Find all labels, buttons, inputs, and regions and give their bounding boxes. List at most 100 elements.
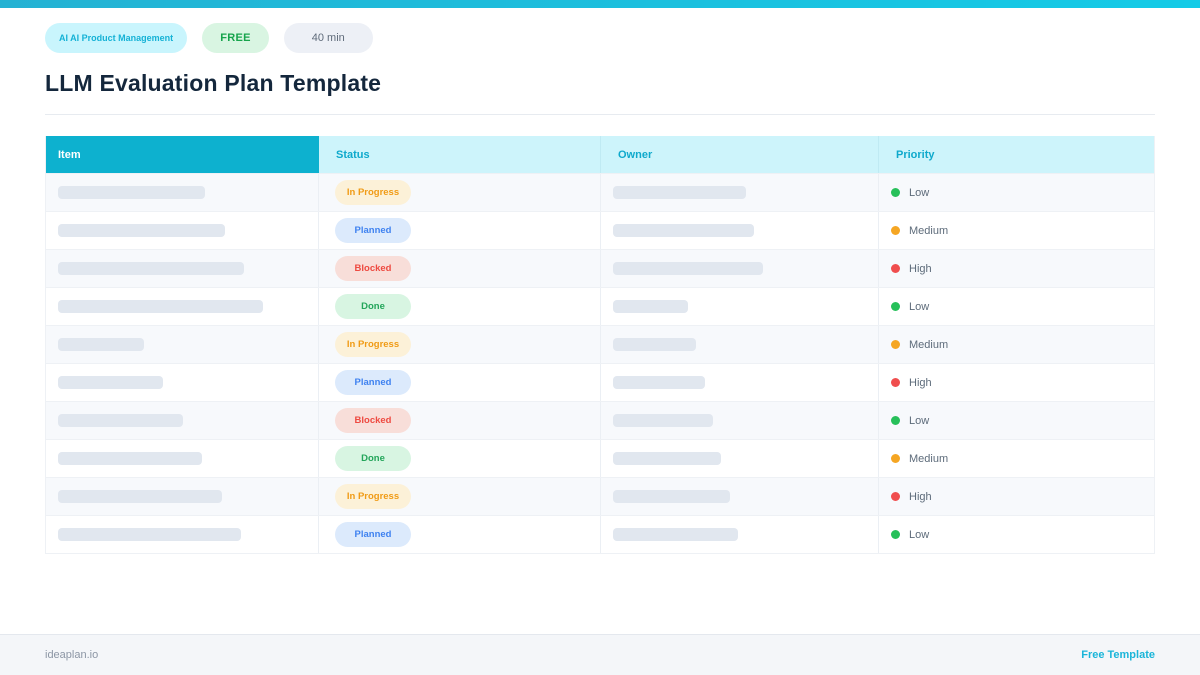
column-header-priority: Priority <box>879 136 1154 173</box>
item-cell <box>46 402 319 439</box>
priority-cell: Low <box>879 174 1154 211</box>
item-cell <box>46 250 319 287</box>
owner-cell <box>601 364 879 401</box>
priority-label: High <box>909 262 932 275</box>
table-row: Done Medium <box>46 439 1154 477</box>
footer: ideaplan.io Free Template <box>0 634 1200 675</box>
status-badge: In Progress <box>335 332 411 357</box>
evaluation-plan-table: Item Status Owner Priority In Progress L… <box>45 136 1155 554</box>
owner-placeholder-bar <box>613 528 738 541</box>
priority-label: High <box>909 376 932 389</box>
priority-dot-icon <box>891 454 900 463</box>
status-cell: Blocked <box>319 402 601 439</box>
status-cell: Planned <box>319 212 601 249</box>
item-placeholder-bar <box>58 262 244 275</box>
owner-cell <box>601 478 879 515</box>
owner-placeholder-bar <box>613 186 746 199</box>
owner-cell <box>601 440 879 477</box>
priority-dot-icon <box>891 530 900 539</box>
priority-dot-icon <box>891 302 900 311</box>
table-row: Blocked Low <box>46 401 1154 439</box>
priority-label: Low <box>909 414 930 427</box>
badge-row: AI AI Product Management FREE 40 min <box>45 23 1155 53</box>
table-row: Done Low <box>46 287 1154 325</box>
table-row: Blocked High <box>46 249 1154 287</box>
page-content: AI AI Product Management FREE 40 min LLM… <box>0 23 1200 554</box>
status-cell: Blocked <box>319 250 601 287</box>
priority-cell: Medium <box>879 212 1154 249</box>
owner-placeholder-bar <box>613 262 763 275</box>
owner-placeholder-bar <box>613 376 705 389</box>
table-body: In Progress Low Planned Medium <box>46 173 1154 553</box>
priority-indicator: Medium <box>891 453 948 465</box>
priority-cell: Medium <box>879 440 1154 477</box>
priority-dot-icon <box>891 226 900 235</box>
owner-placeholder-bar <box>613 452 721 465</box>
priority-dot-icon <box>891 188 900 197</box>
item-cell <box>46 440 319 477</box>
priority-indicator: Medium <box>891 339 948 351</box>
item-placeholder-bar <box>58 300 263 313</box>
status-cell: In Progress <box>319 174 601 211</box>
status-cell: Planned <box>319 516 601 553</box>
item-placeholder-bar <box>58 338 144 351</box>
priority-dot-icon <box>891 416 900 425</box>
status-cell: In Progress <box>319 326 601 363</box>
column-header-item: Item <box>46 136 319 173</box>
table-row: Planned Low <box>46 515 1154 553</box>
priority-indicator: High <box>891 263 932 275</box>
item-placeholder-bar <box>58 186 205 199</box>
table-header-row: Item Status Owner Priority <box>46 136 1154 173</box>
priority-label: Low <box>909 186 930 199</box>
column-header-owner: Owner <box>601 136 879 173</box>
status-badge: Done <box>335 446 411 471</box>
status-badge: Planned <box>335 370 411 395</box>
priority-indicator: High <box>891 377 932 389</box>
owner-placeholder-bar <box>613 490 730 503</box>
item-placeholder-bar <box>58 376 163 389</box>
duration-badge: 40 min <box>283 23 373 53</box>
item-cell <box>46 288 319 325</box>
priority-indicator: High <box>891 491 932 503</box>
item-placeholder-bar <box>58 452 202 465</box>
status-cell: Planned <box>319 364 601 401</box>
owner-cell <box>601 516 879 553</box>
status-badge: Planned <box>335 218 411 243</box>
item-cell <box>46 212 319 249</box>
priority-label: Low <box>909 300 930 313</box>
priority-dot-icon <box>891 264 900 273</box>
table-row: In Progress High <box>46 477 1154 515</box>
title-divider <box>45 114 1155 115</box>
priority-label: High <box>909 490 932 503</box>
owner-placeholder-bar <box>613 224 754 237</box>
status-badge: In Progress <box>335 180 411 205</box>
priority-cell: Low <box>879 516 1154 553</box>
priority-cell: Medium <box>879 326 1154 363</box>
item-placeholder-bar <box>58 414 183 427</box>
status-badge: In Progress <box>335 484 411 509</box>
priority-indicator: Low <box>891 301 929 313</box>
priority-indicator: Low <box>891 529 929 541</box>
page-title: LLM Evaluation Plan Template <box>45 70 382 96</box>
free-template-link[interactable]: Free Template <box>1081 649 1155 661</box>
status-cell: Done <box>319 440 601 477</box>
item-placeholder-bar <box>58 528 241 541</box>
owner-cell <box>601 250 879 287</box>
priority-cell: High <box>879 478 1154 515</box>
item-cell <box>46 478 319 515</box>
item-placeholder-bar <box>58 490 222 503</box>
priority-cell: High <box>879 250 1154 287</box>
table-row: In Progress Medium <box>46 325 1154 363</box>
priority-dot-icon <box>891 340 900 349</box>
owner-placeholder-bar <box>613 414 713 427</box>
status-badge: Blocked <box>335 256 411 281</box>
item-cell <box>46 364 319 401</box>
owner-cell <box>601 212 879 249</box>
priority-indicator: Medium <box>891 225 948 237</box>
priority-label: Medium <box>909 452 949 465</box>
priority-cell: Low <box>879 288 1154 325</box>
owner-placeholder-bar <box>613 338 696 351</box>
table-row: Planned High <box>46 363 1154 401</box>
item-cell <box>46 326 319 363</box>
priority-dot-icon <box>891 378 900 387</box>
